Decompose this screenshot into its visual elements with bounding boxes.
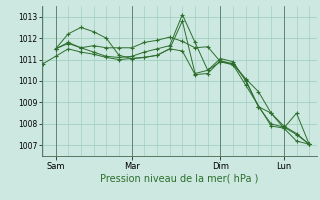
X-axis label: Pression niveau de la mer( hPa ): Pression niveau de la mer( hPa ) [100, 173, 258, 183]
